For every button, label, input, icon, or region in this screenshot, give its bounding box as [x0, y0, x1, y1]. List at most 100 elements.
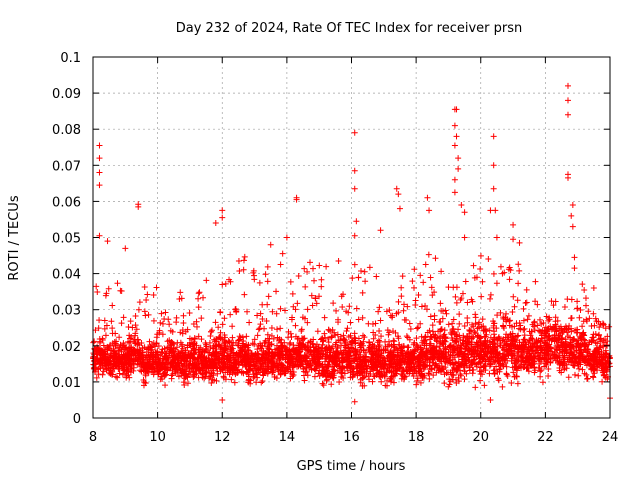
data-point	[583, 302, 590, 309]
data-point	[146, 338, 153, 345]
data-point	[606, 323, 613, 330]
data-point	[105, 285, 112, 292]
data-point	[99, 359, 106, 366]
data-point	[365, 372, 372, 379]
data-point	[312, 359, 319, 366]
data-point	[366, 338, 373, 345]
data-point	[158, 310, 165, 317]
data-point	[401, 301, 408, 308]
data-point	[130, 347, 137, 354]
data-point	[220, 374, 227, 381]
data-point	[510, 236, 517, 243]
x-tick-label: 12	[214, 430, 231, 445]
data-point	[235, 258, 242, 265]
data-point	[337, 337, 344, 344]
data-point	[116, 370, 123, 377]
data-point	[163, 371, 170, 378]
data-point	[168, 372, 175, 379]
data-point	[398, 293, 405, 300]
data-point	[132, 330, 139, 337]
y-tick-label: 0.04	[52, 268, 81, 283]
data-point	[440, 354, 447, 361]
x-tick-label: 20	[472, 430, 489, 445]
data-point	[398, 375, 405, 382]
data-point	[219, 281, 226, 288]
data-point	[243, 333, 250, 340]
data-points	[90, 82, 613, 405]
data-point	[287, 278, 294, 285]
data-point	[289, 290, 296, 297]
data-point	[247, 367, 254, 374]
data-point	[188, 347, 195, 354]
data-point	[568, 296, 575, 303]
data-point	[94, 366, 101, 373]
x-tick-label: 24	[602, 430, 619, 445]
data-point	[334, 331, 341, 338]
data-point	[426, 375, 433, 382]
data-point	[429, 292, 436, 299]
data-point	[277, 305, 284, 312]
data-point	[584, 375, 591, 382]
data-point	[254, 312, 261, 319]
data-point	[134, 346, 141, 353]
data-point	[399, 273, 406, 280]
data-point	[398, 349, 405, 356]
data-point	[436, 334, 443, 341]
data-point	[352, 335, 359, 342]
data-point	[93, 374, 100, 381]
data-point	[119, 371, 126, 378]
data-point	[400, 307, 407, 314]
data-point	[455, 155, 462, 162]
data-point	[208, 328, 215, 335]
data-point	[386, 307, 393, 314]
data-point	[170, 359, 177, 366]
data-point	[253, 371, 260, 378]
data-point	[109, 362, 116, 369]
data-point	[461, 234, 468, 241]
data-point	[367, 342, 374, 349]
data-point	[184, 380, 191, 387]
data-point	[98, 352, 105, 359]
data-point	[362, 278, 369, 285]
data-point	[328, 334, 335, 341]
data-point	[385, 331, 392, 338]
data-point	[229, 366, 236, 373]
data-point	[384, 343, 391, 350]
data-point	[166, 321, 173, 328]
data-point	[281, 370, 288, 377]
data-point	[264, 301, 271, 308]
data-point	[153, 334, 160, 341]
data-point	[96, 317, 103, 324]
data-point	[319, 380, 326, 387]
data-point	[241, 253, 248, 260]
data-point	[360, 366, 367, 373]
data-point	[590, 285, 597, 292]
data-point	[353, 218, 360, 225]
data-point	[213, 353, 220, 360]
data-point	[346, 303, 353, 310]
data-point	[441, 327, 448, 334]
data-point	[134, 361, 141, 368]
data-point	[395, 191, 402, 198]
data-point	[389, 361, 396, 368]
data-point	[324, 370, 331, 377]
data-point	[153, 351, 160, 358]
data-point	[319, 341, 326, 348]
data-point	[289, 364, 296, 371]
data-point	[240, 266, 247, 273]
data-point	[585, 308, 592, 315]
data-point	[257, 321, 264, 328]
data-point	[422, 353, 429, 360]
data-point	[251, 276, 258, 283]
y-tick-label: 0	[73, 412, 81, 427]
data-point	[227, 278, 234, 285]
data-point	[340, 375, 347, 382]
data-point	[325, 362, 332, 369]
data-point	[283, 234, 290, 241]
data-point	[397, 360, 404, 367]
data-point	[117, 287, 124, 294]
data-point	[335, 257, 342, 264]
data-point	[115, 354, 122, 361]
data-point	[333, 357, 340, 364]
data-point	[156, 367, 163, 374]
